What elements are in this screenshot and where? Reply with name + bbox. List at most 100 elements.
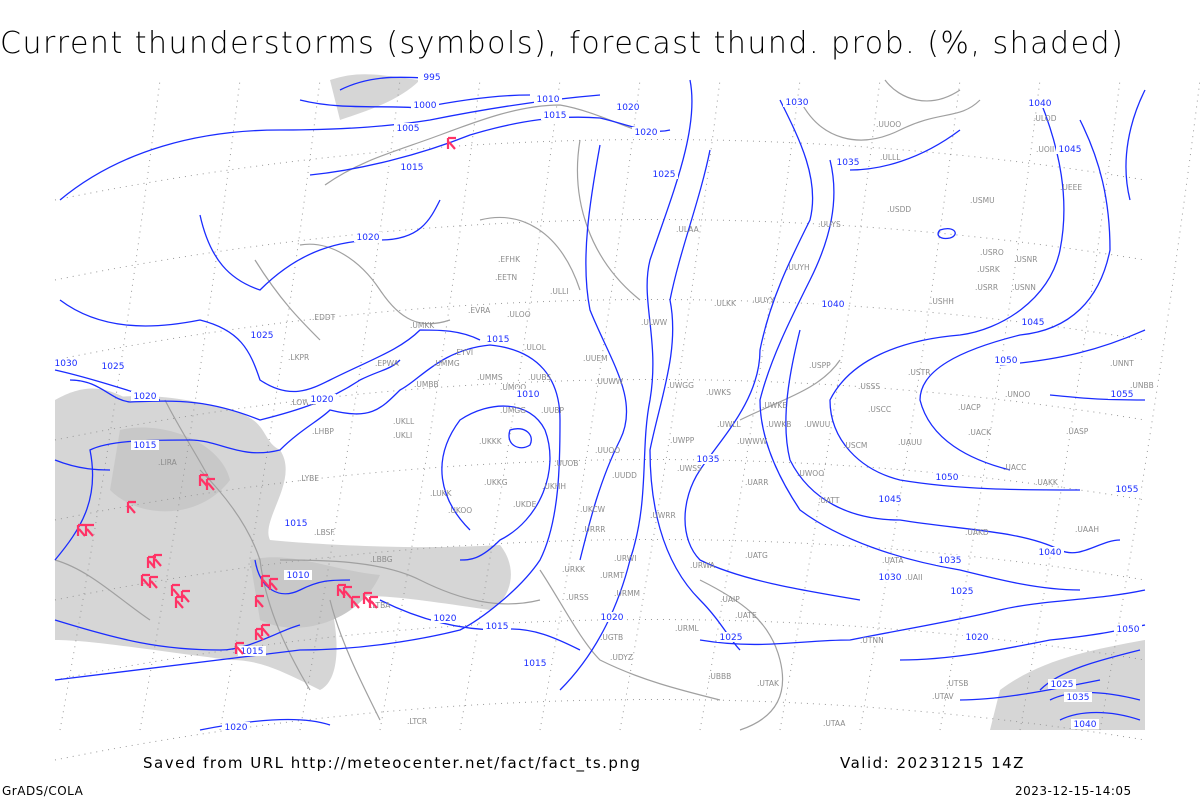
station-label: .UUOB (554, 459, 578, 468)
station-label: .EETN (495, 273, 517, 282)
parallel (54, 219, 1146, 281)
map-title: Current thunderstorms (symbols), forecas… (0, 26, 1125, 61)
station-label: .URWI (614, 554, 636, 563)
isobar-label: 1025 (653, 170, 676, 180)
isobar-label: 1020 (134, 392, 157, 402)
isobar-label: 1020 (357, 233, 380, 243)
station-label: .UACC (1003, 463, 1026, 472)
station-label: .UDYZ (610, 653, 633, 662)
station-label: .ULKK (714, 299, 737, 308)
valid-time: Valid: 20231215 14Z (840, 754, 1025, 772)
parallel (54, 619, 1146, 681)
thunderstorm-symbol-stroke (350, 595, 360, 609)
station-label: .USRR (975, 283, 998, 292)
station-label: .URWA (690, 561, 716, 570)
thunderstorm-symbol-stroke (152, 553, 162, 567)
isobar-line (1125, 89, 1146, 201)
station-label: .USHH (930, 297, 954, 306)
isobar-label: 1015 (486, 622, 509, 632)
isobar-label: 1035 (697, 455, 720, 465)
shaded-area (330, 74, 420, 120)
station-label: .USPP (809, 361, 831, 370)
isobar-label-background (933, 472, 961, 482)
station-label: .USCC (868, 405, 891, 414)
isobar-label-background (398, 162, 426, 172)
isobar-label-background (431, 613, 459, 623)
parallel (54, 699, 1146, 761)
isobar-line (699, 589, 1146, 646)
isobar-line (919, 119, 1111, 471)
coastline (699, 579, 784, 731)
station-label: .UUOO (595, 446, 620, 455)
station-label: .UATA (882, 556, 904, 565)
generation-timestamp: 2023-12-15-14:05 (1015, 784, 1132, 798)
isobar-label-background (1048, 679, 1076, 689)
station-label: .UUYY (752, 296, 775, 305)
isobar-label: 1015 (134, 441, 157, 451)
isobar-label: 1000 (414, 101, 437, 111)
station-label: .LOWW (290, 398, 318, 407)
station-label: .LIRA (158, 458, 178, 467)
coastline (54, 559, 151, 621)
station-label: .UMMS (477, 373, 503, 382)
thunderstorm-symbol-icon (76, 523, 86, 537)
parallel (54, 539, 1146, 601)
meridian (459, 79, 561, 731)
isobar-label-background (1113, 484, 1141, 494)
isobar-line (69, 359, 401, 421)
isobar-label-background (248, 330, 276, 340)
isobar-label: 1020 (601, 613, 624, 623)
station-label: .UUBP (541, 406, 565, 415)
isobar-label-background (222, 722, 250, 732)
station-label: .UWSS (677, 464, 702, 473)
station-label: .UNBB (1130, 381, 1154, 390)
station-label: .USSS (858, 382, 880, 391)
thunderstorm-symbol-icon (254, 594, 264, 608)
isobar-line (849, 129, 961, 171)
station-label: .ULLI (550, 287, 568, 296)
isobar-label: 1025 (1051, 680, 1074, 690)
isobar-label: 1015 (401, 163, 424, 173)
isobar-line (937, 228, 956, 240)
isobar-label-background (52, 358, 80, 368)
isobar-label-background (717, 632, 745, 642)
isobar-label-background (1114, 624, 1142, 634)
isobar-line (684, 99, 861, 601)
thunderstorm-symbol-stroke (84, 523, 94, 537)
isobar-line (54, 459, 111, 471)
station-label: .UKKG (484, 478, 508, 487)
thunderstorm-symbol-stroke (268, 577, 278, 591)
station-label: .LUKK (430, 489, 453, 498)
isobar-label: 1030 (786, 98, 809, 108)
coastline (884, 79, 961, 102)
thunderstorm-symbol-icon (268, 577, 278, 591)
isobar-label-background (598, 612, 626, 622)
coastlines-borders (54, 79, 981, 731)
thunderstorm-symbol-icon (342, 585, 352, 599)
station-label: .UWPP (670, 436, 695, 445)
coastline (479, 216, 581, 291)
isobar-label: 1045 (1022, 318, 1045, 328)
station-label: .EYVI (454, 348, 473, 357)
shaded-area-dense (250, 557, 380, 628)
isobar-label: 1010 (537, 95, 560, 105)
lat-lon-grid (54, 79, 1200, 761)
thunderstorm-symbol-icon (368, 595, 378, 609)
isobar-label: 1045 (879, 495, 902, 505)
isobar-label: 1035 (939, 556, 962, 566)
station-label: .UKLI (393, 431, 412, 440)
station-label: .UWGG (667, 381, 694, 390)
isobar-label: 1040 (1074, 720, 1097, 730)
coastline (739, 359, 841, 421)
isobar-label-background (418, 72, 446, 82)
station-label: .UMMG (433, 359, 460, 368)
thunderstorm-symbol-stroke (140, 573, 150, 587)
station-label: .EPWA (375, 359, 400, 368)
thunderstorm-symbol-stroke (260, 623, 270, 637)
thunderstorm-symbol-icon (170, 583, 180, 597)
isobar-line (54, 344, 561, 681)
thunderstorm-symbol-icon (84, 523, 94, 537)
station-label: .UBBB (708, 672, 731, 681)
station-label: .EFHK (498, 255, 521, 264)
isobar-label-background (99, 361, 127, 371)
